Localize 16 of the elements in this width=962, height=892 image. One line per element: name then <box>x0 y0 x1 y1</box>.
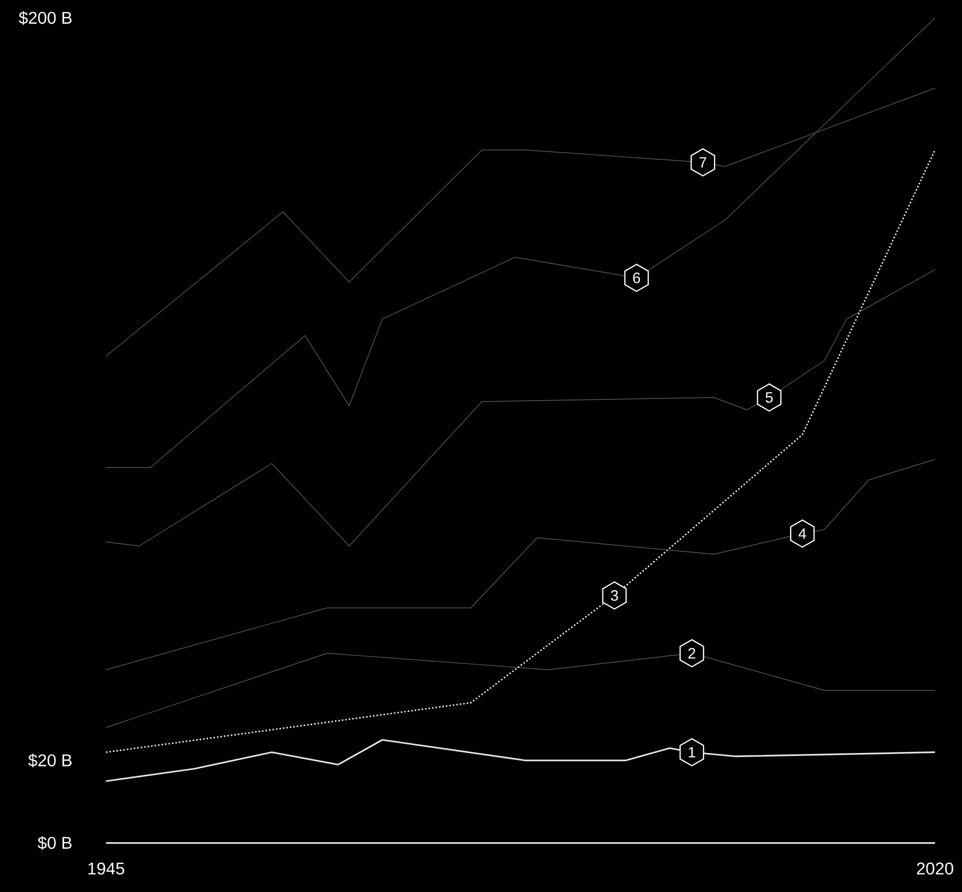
line-series <box>106 18 936 468</box>
y-tick-label: $200 B <box>18 11 72 25</box>
annotation: 7 <box>699 157 706 168</box>
x-tick-label: 1945 <box>88 862 124 875</box>
annotation: 6 <box>633 272 640 284</box>
annotation: 3 <box>610 590 618 601</box>
y-tick-label: $0 B <box>38 836 72 850</box>
x-tick-label: 2020 <box>916 862 954 875</box>
line-series <box>105 738 936 782</box>
line-series <box>106 269 936 546</box>
annotation: 2 <box>688 648 696 658</box>
annotation: 1 <box>688 747 696 758</box>
y-tick-label: $20 B <box>28 754 72 768</box>
annotation: 5 <box>766 392 773 403</box>
line-series <box>106 459 936 670</box>
annotation: 4 <box>798 528 806 539</box>
